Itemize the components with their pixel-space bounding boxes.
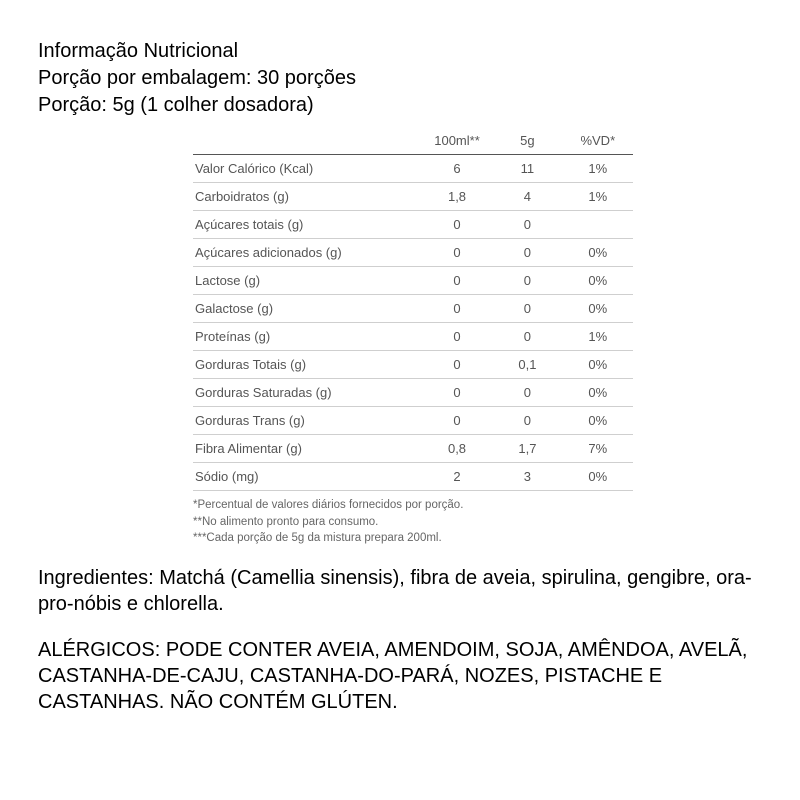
table-row: Gorduras Trans (g)000% bbox=[193, 407, 633, 435]
row-value-vd: 7% bbox=[563, 435, 633, 463]
header-title: Informação Nutricional bbox=[38, 38, 762, 65]
table-row: Açúcares adicionados (g)000% bbox=[193, 239, 633, 267]
row-label: Carboidratos (g) bbox=[193, 183, 422, 211]
table-row: Proteínas (g)001% bbox=[193, 323, 633, 351]
row-value-5g: 4 bbox=[492, 183, 562, 211]
row-value-5g: 3 bbox=[492, 463, 562, 491]
row-value-vd: 0% bbox=[563, 463, 633, 491]
row-value-100ml: 6 bbox=[422, 155, 492, 183]
row-value-100ml: 0 bbox=[422, 211, 492, 239]
row-value-100ml: 0 bbox=[422, 323, 492, 351]
row-label: Açúcares adicionados (g) bbox=[193, 239, 422, 267]
allergens-text: ALÉRGICOS: PODE CONTER AVEIA, AMENDOIM, … bbox=[38, 637, 762, 715]
table-row: Lactose (g)000% bbox=[193, 267, 633, 295]
table-row: Açúcares totais (g)00 bbox=[193, 211, 633, 239]
row-value-5g: 0,1 bbox=[492, 351, 562, 379]
row-value-5g: 0 bbox=[492, 295, 562, 323]
col-header-100ml: 100ml** bbox=[422, 129, 492, 155]
row-value-5g: 11 bbox=[492, 155, 562, 183]
row-label: Gorduras Trans (g) bbox=[193, 407, 422, 435]
row-value-vd: 1% bbox=[563, 155, 633, 183]
row-value-100ml: 0,8 bbox=[422, 435, 492, 463]
row-value-vd bbox=[563, 211, 633, 239]
footnotes: *Percentual de valores diários fornecido… bbox=[193, 497, 633, 547]
col-header-blank bbox=[193, 129, 422, 155]
row-value-100ml: 0 bbox=[422, 379, 492, 407]
row-value-vd: 0% bbox=[563, 295, 633, 323]
row-label: Gorduras Saturadas (g) bbox=[193, 379, 422, 407]
header-servings-per-package: Porção por embalagem: 30 porções bbox=[38, 65, 762, 92]
row-value-100ml: 2 bbox=[422, 463, 492, 491]
table-row: Sódio (mg)230% bbox=[193, 463, 633, 491]
table-row: Galactose (g)000% bbox=[193, 295, 633, 323]
nutrition-table-container: 100ml** 5g %VD* Valor Calórico (Kcal)611… bbox=[193, 129, 633, 547]
ingredients-text: Ingredientes: Matchá (Camellia sinensis)… bbox=[38, 565, 762, 617]
row-value-vd: 1% bbox=[563, 183, 633, 211]
footnote-1: *Percentual de valores diários fornecido… bbox=[193, 497, 633, 514]
nutrition-table: 100ml** 5g %VD* Valor Calórico (Kcal)611… bbox=[193, 129, 633, 491]
row-value-5g: 0 bbox=[492, 239, 562, 267]
row-value-vd: 0% bbox=[563, 267, 633, 295]
row-value-5g: 0 bbox=[492, 407, 562, 435]
row-value-100ml: 0 bbox=[422, 295, 492, 323]
row-value-5g: 0 bbox=[492, 379, 562, 407]
row-value-vd: 0% bbox=[563, 379, 633, 407]
row-label: Gorduras Totais (g) bbox=[193, 351, 422, 379]
col-header-vd: %VD* bbox=[563, 129, 633, 155]
row-label: Proteínas (g) bbox=[193, 323, 422, 351]
row-value-100ml: 0 bbox=[422, 351, 492, 379]
row-value-vd: 1% bbox=[563, 323, 633, 351]
footnote-2: **No alimento pronto para consumo. bbox=[193, 514, 633, 531]
table-row: Valor Calórico (Kcal)6111% bbox=[193, 155, 633, 183]
footnote-3: ***Cada porção de 5g da mistura prepara … bbox=[193, 530, 633, 547]
table-row: Gorduras Saturadas (g)000% bbox=[193, 379, 633, 407]
row-value-vd: 0% bbox=[563, 239, 633, 267]
row-label: Lactose (g) bbox=[193, 267, 422, 295]
nutrition-header: Informação Nutricional Porção por embala… bbox=[38, 38, 762, 119]
row-label: Galactose (g) bbox=[193, 295, 422, 323]
header-serving-size: Porção: 5g (1 colher dosadora) bbox=[38, 92, 762, 119]
row-label: Valor Calórico (Kcal) bbox=[193, 155, 422, 183]
row-value-100ml: 0 bbox=[422, 407, 492, 435]
row-value-vd: 0% bbox=[563, 407, 633, 435]
row-value-100ml: 1,8 bbox=[422, 183, 492, 211]
table-row: Carboidratos (g)1,841% bbox=[193, 183, 633, 211]
row-value-5g: 0 bbox=[492, 211, 562, 239]
row-value-5g: 0 bbox=[492, 267, 562, 295]
table-row: Fibra Alimentar (g)0,81,77% bbox=[193, 435, 633, 463]
col-header-5g: 5g bbox=[492, 129, 562, 155]
table-header-row: 100ml** 5g %VD* bbox=[193, 129, 633, 155]
row-value-100ml: 0 bbox=[422, 239, 492, 267]
row-label: Fibra Alimentar (g) bbox=[193, 435, 422, 463]
row-value-5g: 1,7 bbox=[492, 435, 562, 463]
row-label: Sódio (mg) bbox=[193, 463, 422, 491]
row-value-vd: 0% bbox=[563, 351, 633, 379]
row-value-5g: 0 bbox=[492, 323, 562, 351]
table-row: Gorduras Totais (g)00,10% bbox=[193, 351, 633, 379]
row-label: Açúcares totais (g) bbox=[193, 211, 422, 239]
row-value-100ml: 0 bbox=[422, 267, 492, 295]
